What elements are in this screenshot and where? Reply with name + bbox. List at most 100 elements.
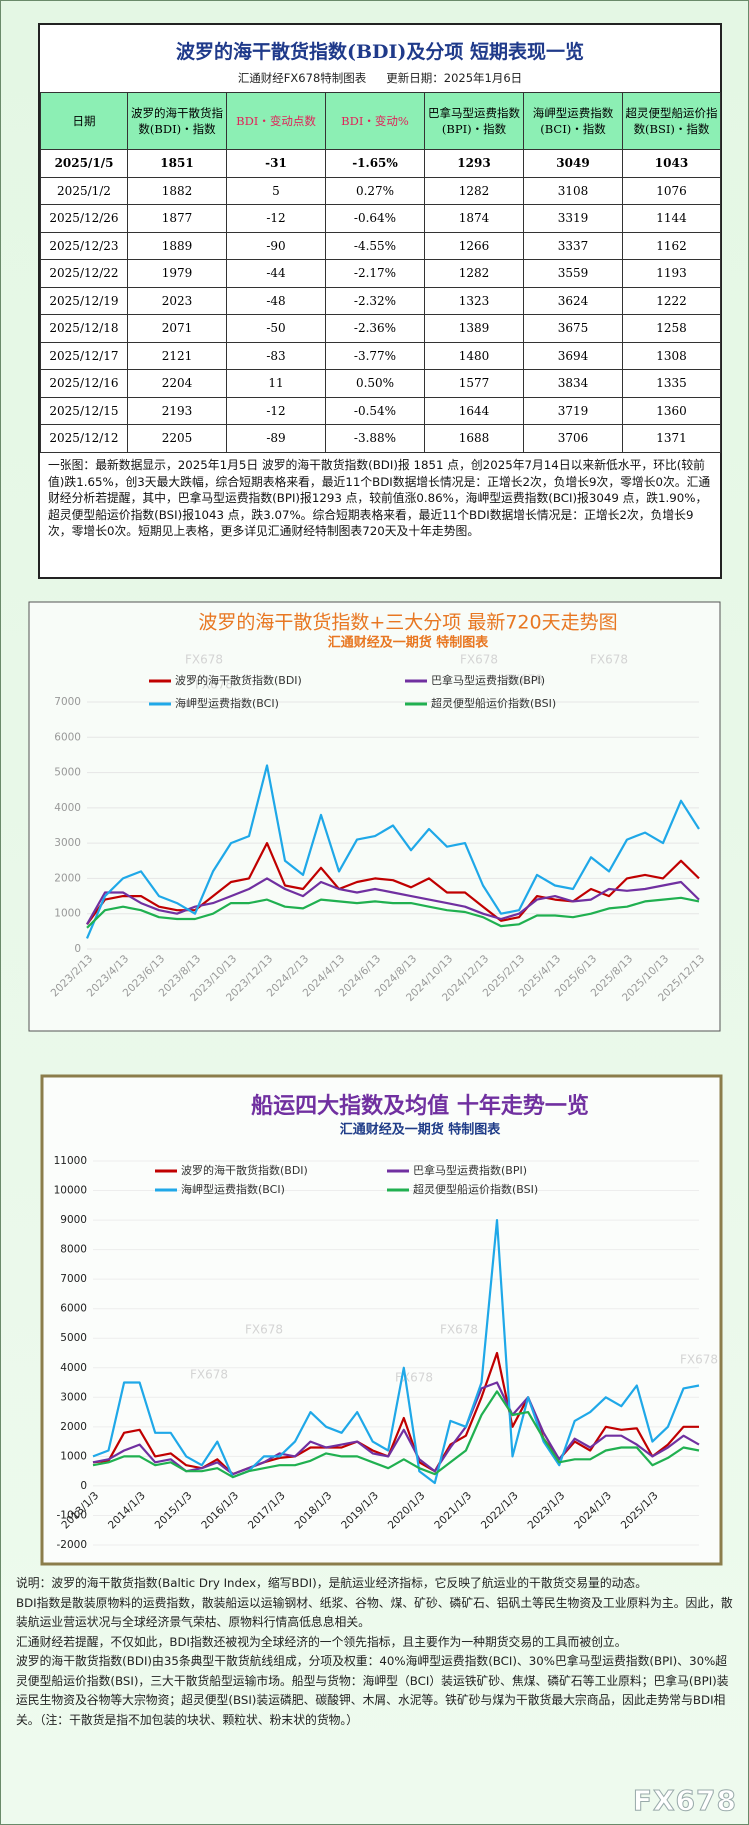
- table-cell: 2025/12/15: [40, 396, 128, 425]
- table-cell: 1371: [622, 424, 721, 453]
- table-cell: 1162: [622, 231, 721, 260]
- table-cell: -44: [226, 259, 326, 288]
- y-tick-label: 5000: [60, 1332, 87, 1344]
- table-row: 2025/1/2 1882 5 0.27% 1282 3108 1076: [40, 176, 721, 205]
- table-cell: 1323: [424, 286, 524, 315]
- page-title: 波罗的海干散货指数(BDI)及分项 短期表现一览: [175, 41, 585, 63]
- table-cell: -12: [226, 204, 326, 233]
- table-cell: 3108: [523, 176, 623, 205]
- table-cell: 2193: [127, 396, 227, 425]
- column-header: 波罗的海干散货指数(BDI)・指数: [127, 92, 227, 150]
- notes: 说明：波罗的海干散货指数(Baltic Dry Index，缩写BDI)，是航运…: [16, 1574, 738, 1730]
- y-tick-label: 7000: [54, 696, 81, 708]
- table-cell: 5: [226, 176, 326, 205]
- summary-text: 一张图：最新数据显示，2025年1月5日 波罗的海干散货指数(BDI)报 185…: [48, 458, 711, 538]
- y-tick-label: 5000: [54, 767, 81, 779]
- series-line: [92, 1390, 700, 1479]
- table-cell: 1144: [622, 204, 721, 233]
- header-row: 日期 波罗的海干散货指数(BDI)・指数 BDI・变动点数 BDI・变动% 巴拿马型运费…: [40, 92, 721, 150]
- table-cell: -3.88%: [325, 424, 425, 453]
- table-cell: 1480: [424, 341, 524, 370]
- legend-label: 巴拿马型运费指数(BPI): [431, 673, 545, 687]
- y-tick-label: -2000: [56, 1539, 87, 1551]
- source-line: 汇通财经FX678特制图表 更新日期：2025年1月6日: [40, 70, 720, 86]
- y-tick-label: 4000: [54, 802, 81, 814]
- table-cell: -89: [226, 424, 326, 453]
- table-row: 2025/12/15 2193 -12 -0.54% 1644 3719 1360: [40, 396, 721, 425]
- y-tick-label: 8000: [60, 1244, 87, 1256]
- table-row: 2025/12/22 1979 -44 -2.17% 1282 3559 1193: [40, 259, 721, 288]
- column-header: BDI・变动点数: [226, 92, 326, 150]
- table-cell: 1282: [424, 176, 524, 205]
- table-cell: 2025/12/22: [40, 259, 128, 288]
- watermark: FX678: [505, 673, 543, 687]
- table-cell: 1222: [622, 286, 721, 315]
- watermark: FX678: [460, 653, 498, 667]
- table-cell: 11: [226, 369, 326, 398]
- data-table: 日期 波罗的海干散货指数(BDI)・指数 BDI・变动点数 BDI・变动% 巴拿马型运费…: [40, 92, 721, 453]
- table-cell: 3706: [523, 424, 623, 453]
- table-cell: 3694: [523, 341, 623, 370]
- note-paragraph: 波罗的海干散货指数(BDI)由35条典型干散货航线组成，分项及权重：40%海岬型…: [16, 1654, 729, 1727]
- table-cell: -50: [226, 314, 326, 343]
- table-cell: -83: [226, 341, 326, 370]
- table-cell: 3049: [523, 149, 623, 178]
- table-cell: -2.36%: [325, 314, 425, 343]
- y-tick-label: 3000: [54, 837, 81, 849]
- series-line: [92, 1381, 700, 1476]
- table-cell: 2121: [127, 341, 227, 370]
- legend-label: 海岬型运费指数(BCI): [181, 1182, 285, 1196]
- series-line: [92, 1219, 700, 1485]
- y-tick-label: -1000: [56, 1509, 87, 1521]
- y-tick-label: 2000: [54, 872, 81, 884]
- table-row: 2025/12/18 2071 -50 -2.36% 1389 3675 1258: [40, 314, 721, 343]
- table-cell: 2023: [127, 286, 227, 315]
- y-tick-label: 4000: [60, 1362, 87, 1374]
- table-body: 2025/1/5 1851 -31 -1.65% 1293 3049 1043 2025/1/…: [40, 149, 721, 453]
- table-cell: -31: [226, 149, 326, 178]
- table-cell: 1282: [424, 259, 524, 288]
- series-line: [92, 1351, 699, 1476]
- table-cell: 1851: [127, 149, 227, 178]
- table-cell: 3337: [523, 231, 623, 260]
- column-header: 日期: [40, 92, 128, 150]
- table-cell: 0.50%: [325, 369, 425, 398]
- y-tick-label: 6000: [54, 731, 81, 743]
- table-cell: 1877: [127, 204, 227, 233]
- table-cell: 1889: [127, 231, 227, 260]
- table-cell: 2025/12/19: [40, 286, 128, 315]
- table-cell: 2025/12/17: [40, 341, 128, 370]
- table-cell: 2071: [127, 314, 227, 343]
- watermark: FX678: [190, 1368, 228, 1382]
- table-cell: -0.64%: [325, 204, 425, 233]
- watermark: FX678: [680, 1353, 718, 1367]
- table-cell: 1293: [424, 149, 524, 178]
- table-row: 2025/1/5 1851 -31 -1.65% 1293 3049 1043: [40, 149, 721, 178]
- y-tick-label: 11000: [54, 1155, 87, 1167]
- y-tick-label: 10000: [54, 1185, 87, 1197]
- note-paragraph: 说明：波罗的海干散货指数(Baltic Dry Index，缩写BDI)，是航运…: [16, 1576, 648, 1590]
- update-date: 更新日期：2025年1月6日: [386, 71, 523, 85]
- series-line: [85, 764, 700, 939]
- table-cell: 2025/12/12: [40, 424, 128, 453]
- table-row: 2025/12/23 1889 -90 -4.55% 1266 3337 1162: [40, 231, 721, 260]
- y-tick-label: 6000: [60, 1303, 87, 1315]
- table-cell: 2025/12/23: [40, 231, 128, 260]
- table-cell: -12: [226, 396, 326, 425]
- legend-label: 波罗的海干散货指数(BDI): [175, 673, 302, 687]
- chart-frame: [40, 1074, 723, 1566]
- table-cell: -48: [226, 286, 326, 315]
- table-row: 2025/12/17 2121 -83 -3.77% 1480 3694 1308: [40, 341, 721, 370]
- watermark: FX678: [185, 653, 223, 667]
- table-cell: 2025/12/18: [40, 314, 128, 343]
- note-paragraph: BDI指数是散装原物料的运费指数，散装船运以运输钢材、纸浆、谷物、煤、矿砂、磷矿…: [16, 1595, 733, 1630]
- table-cell: 1644: [424, 396, 524, 425]
- legend-label: 巴拿马型运费指数(BPI): [413, 1163, 527, 1177]
- legend-label: 超灵便型船运价指数(BSI): [431, 696, 556, 710]
- table-cell: 2025/12/26: [40, 204, 128, 233]
- column-header: BDI・变动%: [325, 92, 425, 150]
- y-tick-label: 0: [74, 943, 81, 955]
- table-cell: 3675: [523, 314, 623, 343]
- y-tick-label: 9000: [60, 1214, 87, 1226]
